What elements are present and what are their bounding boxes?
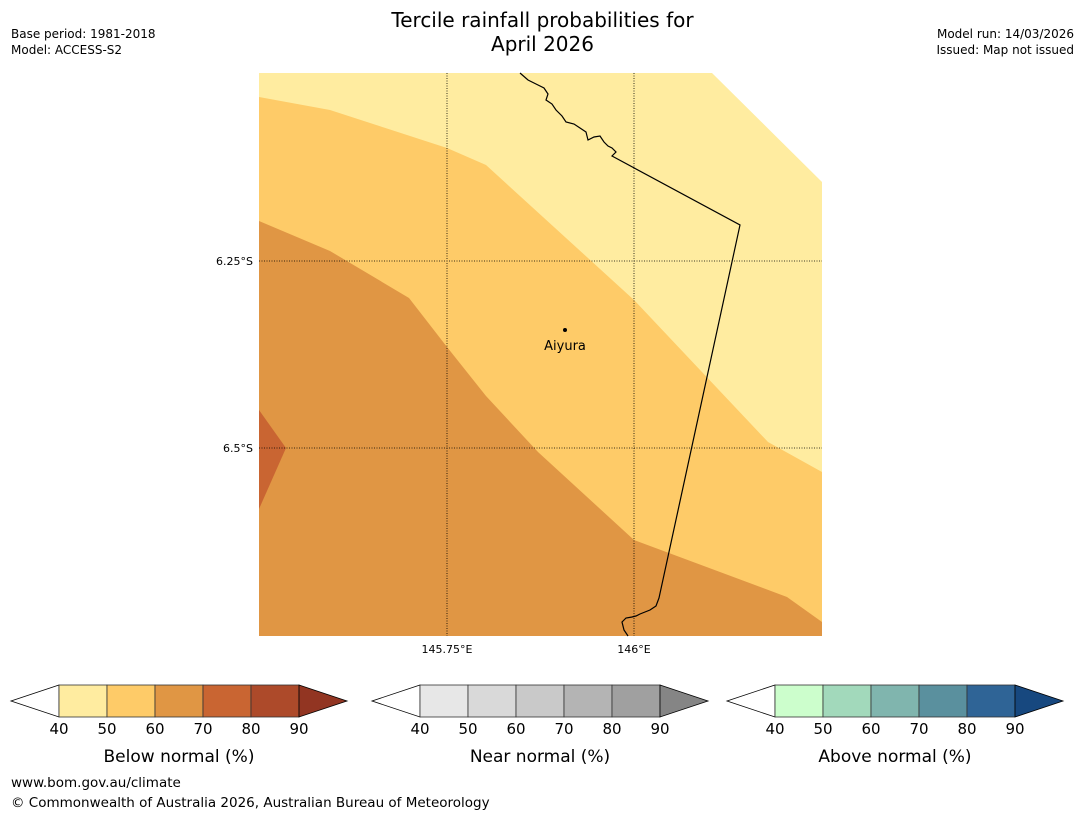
legend-near-swatch (515, 684, 565, 718)
legend-above-label: Above normal (%) (818, 747, 971, 767)
legend-near-swatch (563, 684, 613, 718)
legend-near-normal: 40 50 60 70 80 90 Near normal (%) (370, 684, 710, 767)
legend-near-arrow-high (659, 684, 710, 718)
legend-below-swatch (154, 684, 204, 718)
legend-below-tick: 90 (289, 720, 308, 738)
footer-url[interactable]: www.bom.gov.au/climate (11, 775, 181, 791)
legend-near-tick: 80 (602, 720, 621, 738)
legend-below-swatch (202, 684, 252, 718)
legend-below-swatch (250, 684, 300, 718)
legend-near-tick: 70 (554, 720, 573, 738)
legend-above-swatch (822, 684, 872, 718)
zone-below-70-80 (259, 410, 286, 509)
title-line-1: Tercile rainfall probabilities for (391, 8, 694, 32)
legend-above-tick: 70 (909, 720, 928, 738)
legend-below-arrow-high (298, 684, 349, 718)
legend-near-tick: 50 (458, 720, 477, 738)
lon-label-145-75: 145.75°E (422, 643, 473, 656)
header-right: Model run: 14/03/2026 Issued: Map not is… (936, 26, 1074, 58)
zone-below-60-70 (259, 221, 822, 636)
legend-near-swatch (611, 684, 661, 718)
legend-above-swatch (918, 684, 968, 718)
lon-label-146: 146°E (617, 643, 650, 656)
legend-near-label: Near normal (%) (470, 747, 610, 767)
legend-above-swatch (966, 684, 1016, 718)
legend-near-swatch (467, 684, 517, 718)
lat-label-6-25: 6.25°S (216, 255, 253, 268)
legend-above-tick: 80 (957, 720, 976, 738)
legend-below-tick: 40 (49, 720, 68, 738)
lat-label-6-5: 6.5°S (223, 442, 253, 455)
legend-near-arrow-low (370, 684, 421, 718)
legend-below-tick: 60 (145, 720, 164, 738)
header-left: Base period: 1981-2018 Model: ACCESS-S2 (11, 26, 156, 58)
aiyura-marker (563, 328, 567, 332)
model-run-text: Model run: 14/03/2026 (936, 27, 1074, 41)
legend-above-tick: 60 (861, 720, 880, 738)
legend-above-arrow-low (725, 684, 776, 718)
model-text: Model: ACCESS-S2 (11, 43, 123, 57)
legend-above-arrow-high (1014, 684, 1065, 718)
legend-above-normal: 40 50 60 70 80 90 Above normal (%) (725, 684, 1065, 767)
footer-copyright: © Commonwealth of Australia 2026, Austra… (11, 795, 490, 811)
legend-below-swatch (106, 684, 156, 718)
legend-above-tick: 90 (1005, 720, 1024, 738)
legend-above-tick: 50 (813, 720, 832, 738)
rainfall-probability-fill (259, 73, 822, 636)
aiyura-label: Aiyura (544, 339, 586, 354)
legend-below-normal: 40 50 60 70 80 90 Below normal (%) (9, 684, 349, 767)
border-line (519, 72, 741, 637)
legend-near-tick: 60 (506, 720, 525, 738)
legend-near-tick: 90 (650, 720, 669, 738)
legend-below-label: Below normal (%) (104, 747, 255, 767)
legend-below-arrow-low (9, 684, 60, 718)
legend-above-swatch (870, 684, 920, 718)
legend-above-swatch (774, 684, 824, 718)
base-period-text: Base period: 1981-2018 (11, 27, 156, 41)
legend-above-tick: 40 (765, 720, 784, 738)
legend-near-swatch (419, 684, 469, 718)
legend-below-tick: 70 (193, 720, 212, 738)
legend-below-tick: 80 (241, 720, 260, 738)
legend-below-tick: 50 (97, 720, 116, 738)
issued-text: Issued: Map not issued (936, 43, 1074, 57)
map-title: Tercile rainfall probabilities for April… (0, 8, 1085, 56)
legend-below-swatch (58, 684, 108, 718)
legend-near-tick: 40 (410, 720, 429, 738)
title-line-2: April 2026 (491, 32, 594, 56)
